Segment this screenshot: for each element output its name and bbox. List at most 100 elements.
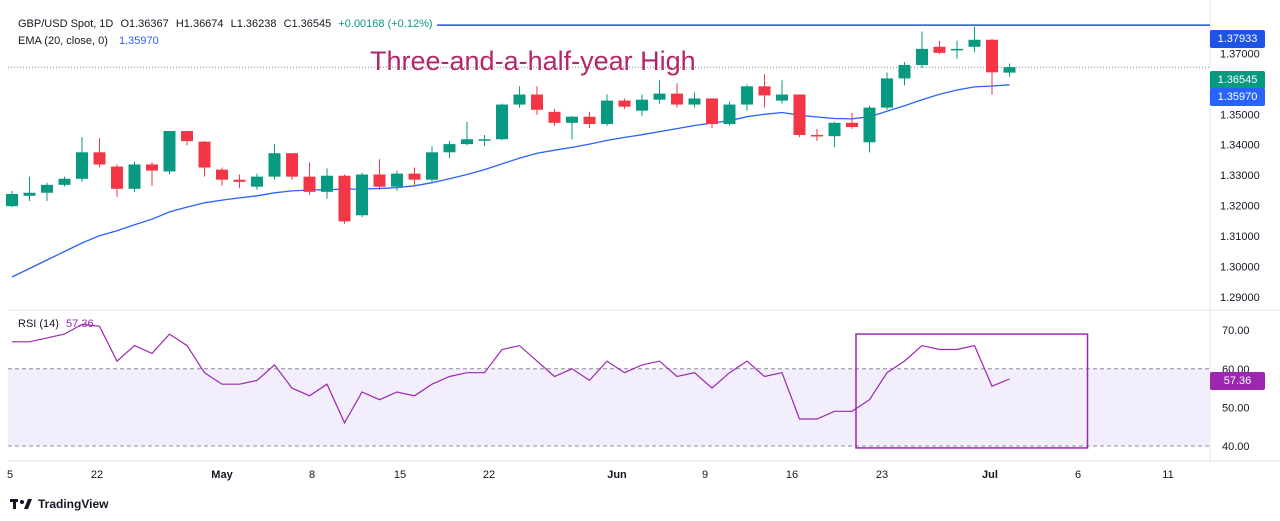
candle-down — [181, 131, 193, 142]
time-tick-label: Jul — [982, 469, 998, 481]
price-tick-label: 1.30000 — [1220, 261, 1260, 273]
candle-up — [461, 139, 473, 145]
candle-up — [58, 178, 71, 185]
candle-up — [968, 39, 981, 47]
candle-up — [268, 153, 281, 177]
candle-down — [233, 179, 246, 182]
rsi-header: RSI (14) 57.36 — [18, 318, 94, 330]
candle-down — [338, 175, 351, 222]
time-tick-label: 22 — [483, 469, 495, 481]
price-tick-label: 1.29000 — [1220, 292, 1260, 304]
candle-up — [513, 94, 526, 105]
time-tick-label: Jun — [607, 469, 627, 481]
close-value: C1.36545 — [283, 18, 332, 30]
close-price-tag: 1.36545 — [1210, 71, 1265, 89]
time-tick-label: May — [211, 469, 233, 481]
rsi-tick-label: 40.00 — [1222, 441, 1250, 453]
rsi-header-value: 57.36 — [66, 318, 94, 330]
time-tick-label: 9 — [702, 469, 708, 481]
candle-up — [776, 94, 788, 101]
candle-up — [653, 93, 666, 100]
candle-up — [321, 175, 333, 192]
candle-up — [76, 152, 88, 179]
candle-up — [391, 173, 403, 187]
price-tick-label: 1.34000 — [1220, 140, 1260, 152]
candle-down — [986, 39, 998, 73]
candle-down — [671, 93, 683, 105]
rsi-tick-label: 50.00 — [1222, 402, 1250, 414]
change-value: +0.00168 (+0.12%) — [338, 18, 433, 30]
ema-value: 1.35970 — [118, 35, 159, 47]
candle-down — [758, 86, 771, 96]
tradingview-logo-icon — [10, 499, 32, 509]
rsi-band — [8, 368, 1210, 446]
candle-up — [601, 100, 613, 125]
candle-up — [741, 86, 753, 105]
candle-up — [426, 152, 438, 180]
candle-down — [618, 100, 631, 107]
candle-up — [566, 116, 578, 123]
ema-header: EMA (20, close, 0) 1.35970 — [18, 35, 163, 47]
time-tick-label: 15 — [394, 469, 406, 481]
rsi-tick-label: 70.00 — [1222, 325, 1250, 337]
candle-down — [286, 153, 298, 177]
price-tick-label: 1.31000 — [1220, 231, 1260, 243]
annotation-text: Three-and-a-half-year High — [370, 46, 696, 76]
price-tick-label: 1.37000 — [1220, 48, 1260, 60]
time-tick-label: 8 — [309, 469, 315, 481]
candle-down — [793, 94, 806, 135]
candle-down — [583, 116, 596, 125]
candle-down — [216, 169, 228, 180]
symbol-label: GBP/USD Spot, 1D — [18, 18, 114, 30]
rsi-panel — [8, 323, 1210, 449]
candle-up — [6, 193, 18, 207]
rsi-value-tag: 57.36 — [1210, 372, 1265, 390]
candle-down — [303, 176, 316, 192]
candle-down — [111, 166, 123, 189]
candle-up — [128, 164, 141, 189]
candle-down — [846, 122, 858, 128]
time-tick-label: 11 — [1162, 469, 1173, 481]
candle-down — [706, 98, 718, 125]
ema-price-tag: 1.35970 — [1210, 88, 1265, 106]
price-tick-label: 1.33000 — [1220, 170, 1260, 182]
resistance-price-tag: 1.37933 — [1210, 30, 1265, 48]
high-value: H1.36674 — [175, 18, 224, 30]
candle-up — [23, 192, 36, 196]
candle-up — [688, 98, 701, 105]
candle-up — [478, 139, 491, 141]
candle-down — [373, 174, 386, 187]
candle-up — [916, 48, 928, 66]
time-tick-label: 16 — [786, 469, 798, 481]
candle-up — [828, 122, 841, 137]
ohlc-header: GBP/USD Spot, 1D O1.36367 H1.36674 L1.36… — [18, 18, 437, 30]
candle-down — [146, 164, 158, 171]
time-tick-label: 23 — [876, 469, 888, 481]
candle-up — [443, 144, 456, 153]
candle-down — [548, 111, 561, 123]
candle-up — [951, 48, 963, 51]
rsi-label: RSI (14) — [18, 318, 59, 330]
candle-down — [933, 46, 946, 53]
candle-down — [408, 173, 421, 180]
candle-up — [163, 131, 176, 172]
candle-down — [93, 152, 106, 165]
rsi-highlight-box — [855, 333, 1089, 449]
footer: TradingView — [10, 497, 108, 511]
candle-up — [356, 174, 368, 216]
candle-down — [531, 94, 543, 110]
candle-up — [898, 65, 911, 79]
time-tick-label: 5 — [7, 469, 13, 481]
price-tick-label: 1.35000 — [1220, 109, 1260, 121]
candle-up — [251, 176, 263, 187]
time-tick-label: 22 — [91, 469, 103, 481]
ema-label: EMA (20, close, 0) — [18, 35, 108, 47]
time-tick-label: 6 — [1075, 469, 1081, 481]
price-tick-label: 1.32000 — [1220, 201, 1260, 213]
open-value: O1.36367 — [120, 18, 169, 30]
candle-up — [723, 104, 736, 125]
candle-up — [636, 99, 648, 111]
tradingview-brand: TradingView — [38, 497, 109, 511]
candle-down — [811, 134, 823, 137]
candle-up — [496, 104, 508, 140]
